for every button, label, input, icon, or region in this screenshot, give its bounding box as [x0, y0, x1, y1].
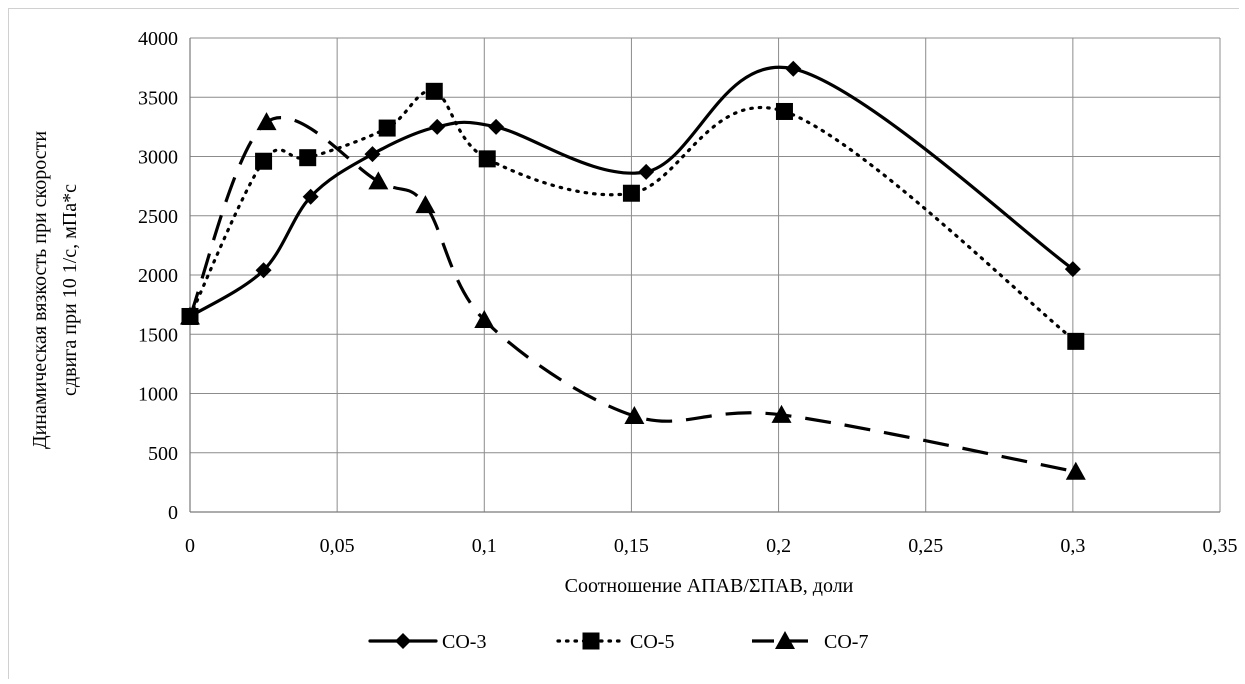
- data-point-triangle: [180, 306, 200, 325]
- data-point-triangle: [368, 171, 389, 190]
- legend: СО-3 СО-5 СО-7: [368, 631, 868, 653]
- legend-item-3: СО-7: [752, 631, 868, 653]
- x-tick-label: 0,2: [766, 535, 791, 557]
- data-point-diamond: [302, 188, 319, 205]
- series-3: [180, 112, 1086, 480]
- legend-item-1: СО-3: [368, 631, 486, 653]
- gridlines: [189, 37, 1221, 513]
- axes: [189, 38, 1220, 513]
- y-tick-label: 1500: [138, 324, 178, 346]
- data-point-square: [1067, 332, 1085, 350]
- data-point-diamond: [785, 60, 802, 77]
- y-axis-title-line-1: Динамическая вязкость при скорости: [29, 131, 51, 449]
- y-tick-label: 0: [168, 502, 178, 524]
- data-point-square: [378, 119, 396, 137]
- data-point-triangle: [1065, 461, 1086, 480]
- data-point-square: [622, 184, 640, 202]
- data-point-triangle: [415, 195, 436, 214]
- series-line: [188, 89, 1078, 343]
- data-point-triangle: [474, 310, 495, 329]
- x-tick-label: 0: [185, 535, 195, 557]
- y-axis-title: Динамическая вязкость при скорости сдвиг…: [29, 131, 81, 449]
- data-point-triangle: [624, 406, 645, 425]
- data-point-square: [255, 152, 273, 170]
- series-layer: [180, 60, 1086, 480]
- y-tick-label: 4000: [138, 28, 178, 50]
- x-axis-title: Соотношение АПАВ/ΣПАВ, доли: [565, 575, 854, 597]
- x-tick-label: 0,05: [320, 535, 355, 557]
- data-point-triangle: [771, 404, 792, 423]
- tick-labels: 0 500 1000 1500 2000 2500 3000 3500 4000 0 0,05 0,1…: [138, 28, 1238, 557]
- legend-label: СО-5: [630, 631, 674, 653]
- data-point-diamond: [638, 163, 655, 180]
- x-tick-label: 0,35: [1203, 535, 1238, 557]
- data-point-square: [299, 149, 317, 167]
- legend-marker: [775, 631, 795, 649]
- data-point-diamond: [429, 118, 446, 135]
- y-axis-title-line-2: сдвига при 10 1/с, мПа*с: [59, 184, 81, 396]
- y-tick-label: 3500: [138, 87, 178, 109]
- x-tick-label: 0,1: [472, 535, 497, 557]
- chart-frame: [8, 8, 1239, 679]
- data-point-diamond: [1064, 261, 1081, 278]
- y-tick-label: 3000: [138, 147, 178, 169]
- data-point-triangle: [256, 112, 277, 131]
- data-point-diamond: [364, 146, 381, 163]
- series-2: [181, 82, 1085, 350]
- data-point-diamond: [488, 118, 505, 135]
- y-tick-label: 2500: [138, 206, 178, 228]
- x-tick-label: 0,3: [1060, 535, 1085, 557]
- y-tick-label: 500: [148, 443, 178, 465]
- data-point-square: [478, 150, 496, 168]
- x-tick-label: 0,15: [614, 535, 649, 557]
- legend-label: СО-3: [442, 631, 486, 653]
- legend-item-2: СО-5: [556, 631, 674, 653]
- data-point-diamond: [255, 262, 272, 279]
- legend-label: СО-7: [824, 631, 868, 653]
- legend-marker: [582, 632, 600, 650]
- data-point-square: [425, 82, 443, 100]
- y-tick-label: 2000: [138, 265, 178, 287]
- y-tick-label: 1000: [138, 384, 178, 406]
- x-tick-label: 0,25: [908, 535, 943, 557]
- legend-marker: [395, 633, 411, 649]
- data-point-square: [775, 102, 793, 120]
